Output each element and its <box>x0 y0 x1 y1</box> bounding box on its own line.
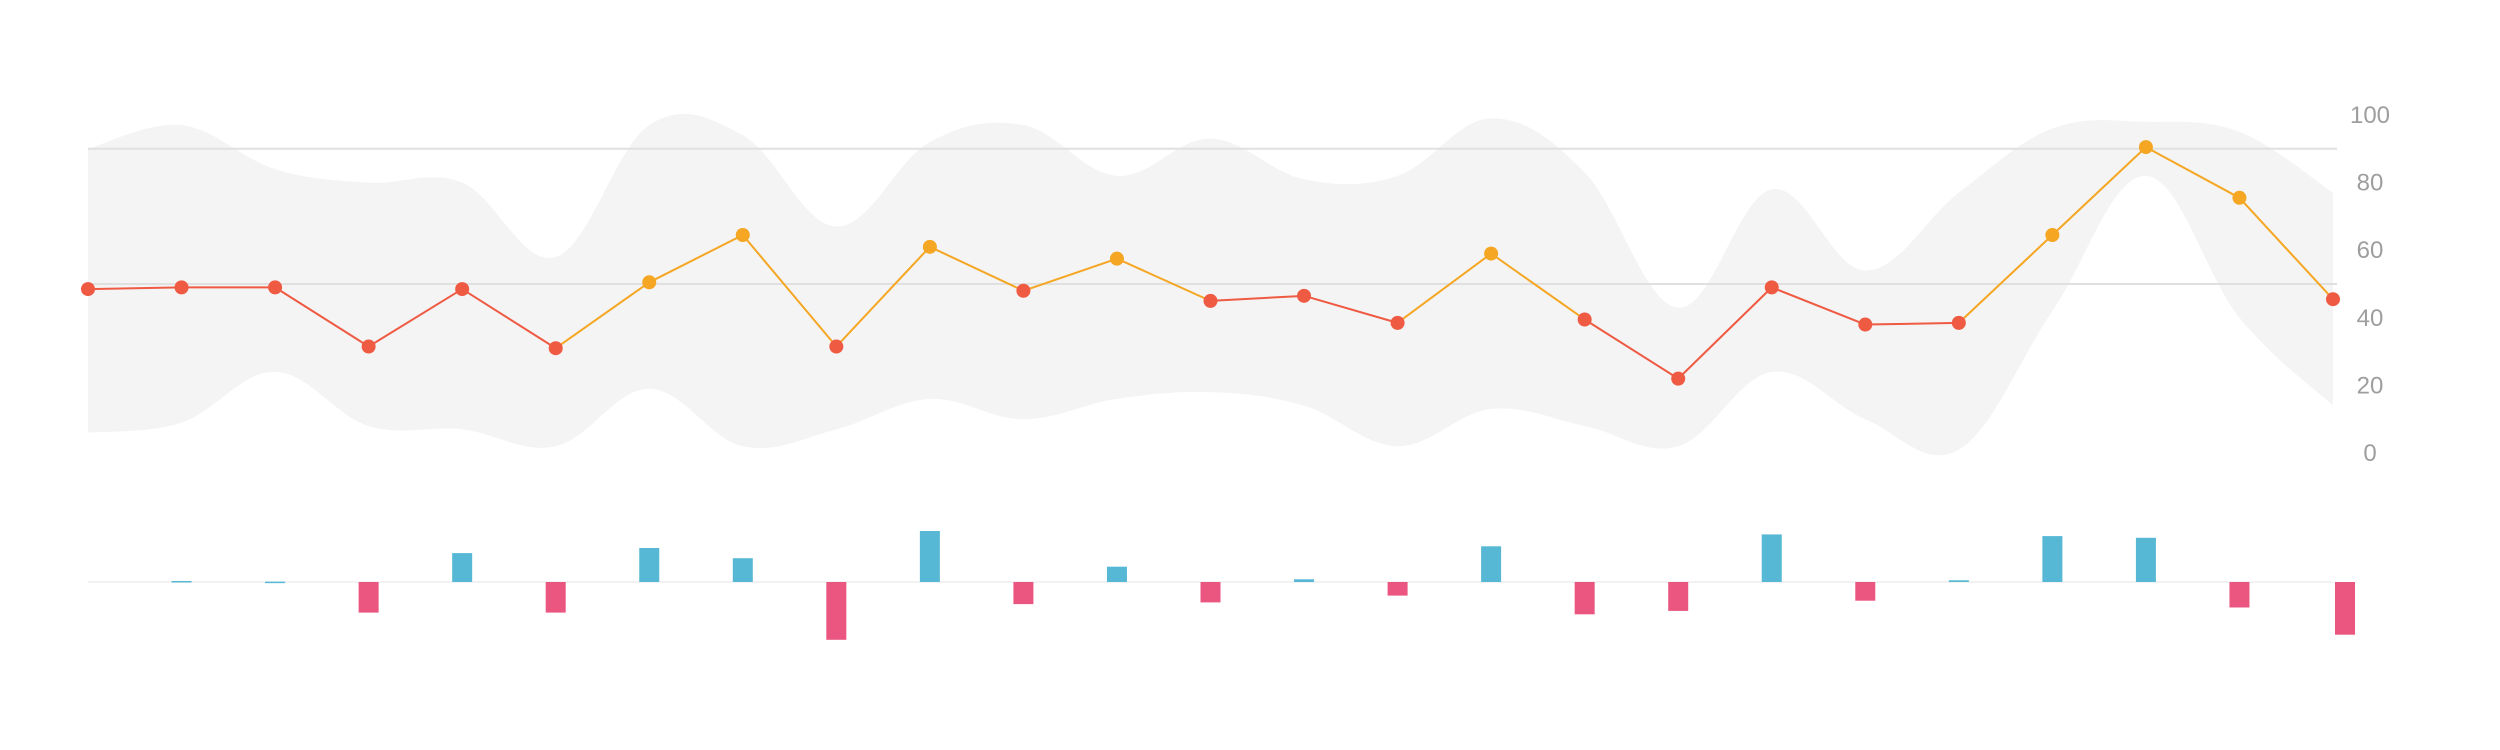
line-segment <box>461 288 557 350</box>
bar[interactable] <box>358 582 379 613</box>
y-tick-label: 80 <box>2357 170 2384 197</box>
line-segment <box>1303 294 1398 324</box>
bar[interactable] <box>545 582 566 613</box>
line-point[interactable] <box>1671 371 1686 386</box>
line-point[interactable] <box>642 275 657 290</box>
line-point[interactable] <box>1203 293 1218 308</box>
line-segment <box>1865 321 1959 326</box>
bar[interactable] <box>1574 582 1595 615</box>
line-point[interactable] <box>1577 312 1592 327</box>
line-segment <box>1396 252 1492 324</box>
y-tick-label: 20 <box>2357 372 2384 399</box>
line-segment <box>742 234 838 348</box>
bar[interactable] <box>1761 534 1782 582</box>
line-point[interactable] <box>2232 190 2247 205</box>
line-segment <box>2051 146 2147 236</box>
bar[interactable] <box>265 581 286 584</box>
line-point[interactable] <box>1764 280 1779 295</box>
bar[interactable] <box>639 548 660 582</box>
line-segment <box>1677 286 1773 380</box>
bar[interactable] <box>2135 537 2156 582</box>
line-segment <box>1771 286 1866 326</box>
line-point[interactable] <box>829 339 844 354</box>
bar[interactable] <box>2335 582 2355 635</box>
bar[interactable] <box>1481 546 1502 582</box>
bar[interactable] <box>1294 579 1315 582</box>
line-segment <box>2145 146 2240 199</box>
y-tick-label: 0 <box>2363 440 2376 467</box>
bar[interactable] <box>452 553 473 582</box>
line-segment <box>274 286 370 348</box>
line-point[interactable] <box>2138 140 2153 155</box>
bar[interactable] <box>2042 536 2063 582</box>
bar[interactable] <box>826 582 847 640</box>
line-point[interactable] <box>1858 317 1873 332</box>
bar[interactable] <box>1106 566 1127 582</box>
line-segment <box>2238 197 2334 300</box>
line-point[interactable] <box>2045 227 2060 242</box>
bar[interactable] <box>919 531 940 582</box>
y-tick-label: 60 <box>2357 237 2384 264</box>
line-series-layer <box>87 146 2334 380</box>
y-axis: 100 80 60 40 20 0 <box>2350 102 2390 467</box>
bar[interactable] <box>732 558 753 582</box>
line-segment <box>368 288 463 348</box>
bar[interactable] <box>1948 580 1969 582</box>
line-segment <box>555 281 650 350</box>
line-segment <box>87 286 182 291</box>
line-point[interactable] <box>1484 246 1499 261</box>
line-segment <box>648 234 744 284</box>
line-segment <box>929 245 1024 292</box>
line-point[interactable] <box>2326 292 2340 307</box>
line-point[interactable] <box>1951 315 1966 330</box>
line-segment <box>1958 234 2054 324</box>
line-point[interactable] <box>268 280 283 295</box>
y-tick-label: 40 <box>2357 305 2384 332</box>
bar-series-layer <box>88 531 2355 640</box>
line-segment <box>1116 257 1211 302</box>
bar[interactable] <box>171 580 192 583</box>
line-point[interactable] <box>735 227 750 242</box>
line-points-layer <box>81 140 2340 386</box>
line-point[interactable] <box>174 280 189 295</box>
bar[interactable] <box>1200 582 1221 603</box>
line-point[interactable] <box>1297 288 1312 303</box>
bar[interactable] <box>1387 582 1408 596</box>
bar[interactable] <box>1013 582 1034 605</box>
line-point[interactable] <box>922 239 937 254</box>
line-point[interactable] <box>1109 251 1124 266</box>
line-point[interactable] <box>361 339 376 354</box>
line-segment <box>1210 294 1305 302</box>
bar[interactable] <box>1668 582 1689 611</box>
bar[interactable] <box>2229 582 2250 608</box>
line-point[interactable] <box>81 282 95 297</box>
line-point[interactable] <box>1016 283 1031 298</box>
y-tick-label: 100 <box>2350 102 2390 129</box>
bar[interactable] <box>1855 582 1876 601</box>
line-segment <box>1023 257 1118 292</box>
line-point[interactable] <box>1390 315 1405 330</box>
line-segment <box>1490 252 1586 321</box>
line-point[interactable] <box>548 341 563 356</box>
line-segment <box>835 246 931 348</box>
line-point[interactable] <box>455 282 470 297</box>
line-segment <box>1584 318 1679 380</box>
